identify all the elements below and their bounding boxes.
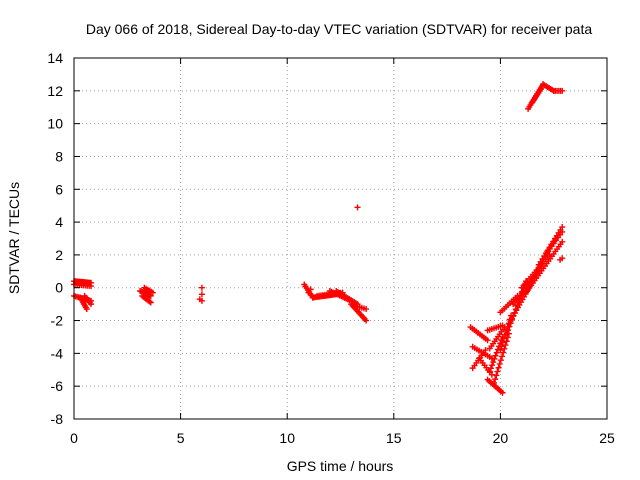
data-point [492,352,499,359]
data-point [489,362,496,369]
x-tick-label: 5 [177,430,185,446]
plot-frame [73,57,608,420]
data-point [537,86,544,93]
data-point [503,330,510,337]
data-point [88,283,95,290]
data-point [498,343,505,350]
grid-layer [74,58,607,419]
data-point [486,368,493,375]
data-point [497,347,504,354]
data-point [305,289,312,296]
x-tick-label: 0 [70,430,78,446]
data-point [499,339,506,346]
data-point [487,365,494,372]
chart-title: Day 066 of 2018, Sidereal Day-to-day VTE… [86,21,593,37]
data-point [559,87,566,94]
data-point [196,296,203,303]
y-tick-label: -4 [51,345,64,361]
data-point [500,335,507,342]
data-point [499,389,506,396]
y-tick-label: 6 [55,181,63,197]
data-point [505,327,512,334]
data-point [499,322,506,329]
data-point [147,299,154,306]
y-tick-labels: -8 -6 -4 -2 0 2 4 6 8 10 12 14 [47,50,63,427]
data-point [492,376,499,383]
data-point [198,291,205,298]
ticks-layer [73,57,608,420]
x-tick-label: 25 [599,430,615,446]
data-point [559,238,566,245]
x-tick-label: 20 [493,430,509,446]
y-tick-label: 12 [47,83,63,99]
data-point [146,298,153,305]
y-tick-label: 0 [55,280,63,296]
data-point [499,353,506,360]
data-point [363,306,370,313]
y-tick-label: 14 [47,50,63,66]
x-tick-label: 10 [279,430,295,446]
y-tick-label: -8 [51,411,64,427]
y-tick-label: 8 [55,148,63,164]
data-point [363,317,370,324]
data-point [482,347,489,354]
data-point [494,368,501,375]
x-axis-label: GPS time / hours [287,458,394,474]
data-point [493,372,500,379]
data-point [354,204,361,211]
y-tick-label: 2 [55,247,63,263]
data-point [88,301,95,308]
data-point [491,379,498,386]
data-point [491,355,498,362]
data-point [496,360,503,367]
y-tick-label: 4 [55,214,63,230]
data-point [149,289,156,296]
y-tick-label: 10 [47,116,63,132]
data-point [557,256,564,263]
y-tick-label: -2 [51,313,64,329]
y-tick-label: -6 [51,378,64,394]
data-point [198,284,205,291]
data-point [495,364,502,371]
data-point [307,286,314,293]
data-point [493,349,500,356]
x-tick-label: 15 [386,430,402,446]
data-point [490,359,497,366]
data-point [559,228,566,235]
data-points-layer [71,81,566,396]
data-point [497,357,504,364]
y-axis-label: SDTVAR / TECUs [6,182,22,294]
data-point [484,337,491,344]
x-tick-labels: 0 5 10 15 20 25 [70,430,615,446]
data-point [83,306,90,313]
